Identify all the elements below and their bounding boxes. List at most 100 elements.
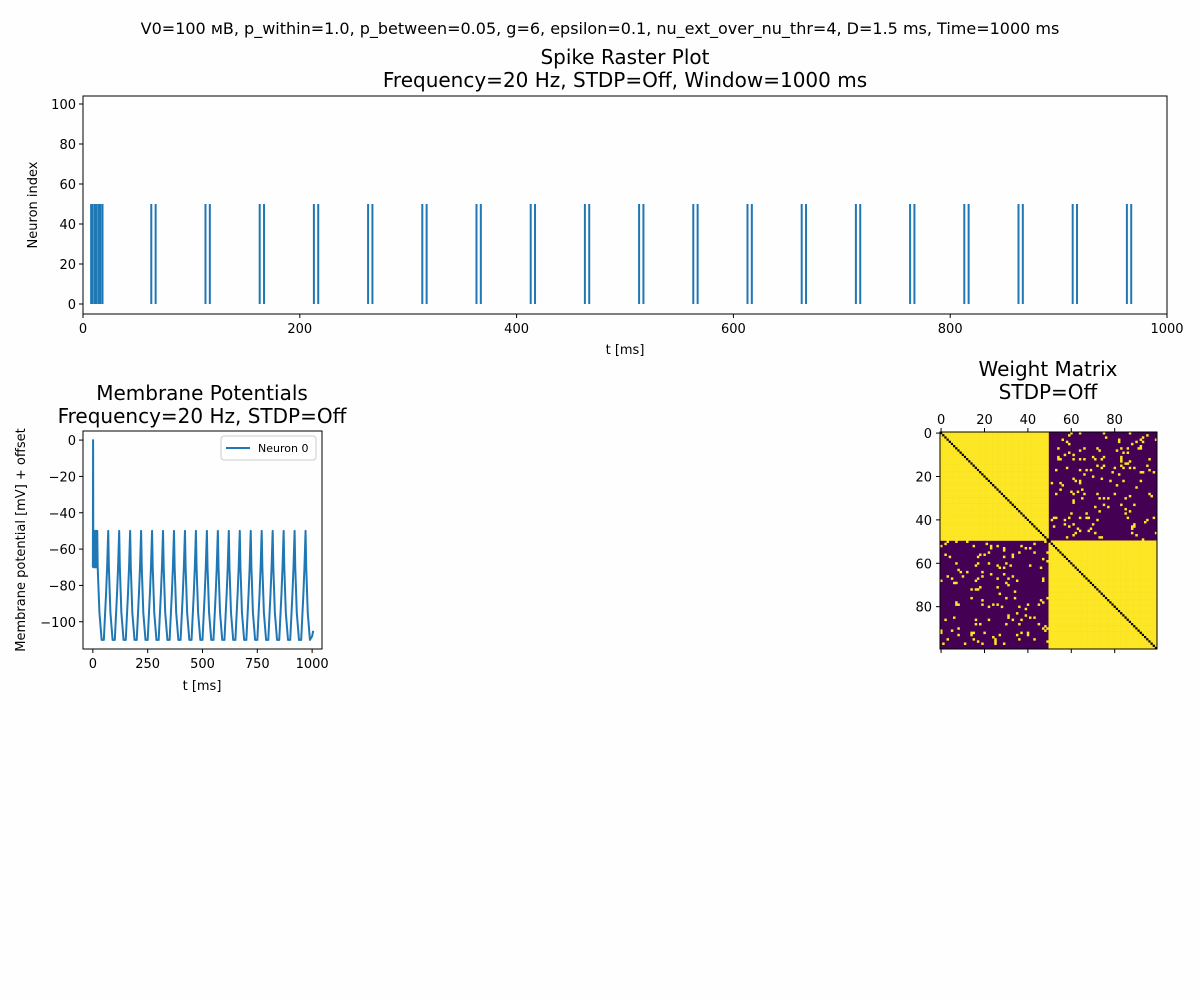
matrix-cell <box>985 538 989 541</box>
matrix-cell <box>1150 547 1153 550</box>
matrix-cell <box>1152 570 1156 574</box>
matrix-cell <box>1026 475 1030 478</box>
matrix-cell <box>957 432 960 435</box>
matrix-cell <box>1020 510 1023 513</box>
matrix-cell <box>989 442 993 446</box>
matrix-cell <box>1018 449 1021 452</box>
matrix-cell <box>1018 501 1021 504</box>
matrix-cell <box>1115 553 1119 556</box>
matrix-cell <box>1102 455 1106 459</box>
matrix-cell <box>1104 553 1108 556</box>
matrix-cell <box>1117 555 1121 559</box>
matrix-cell <box>944 497 947 500</box>
matrix-cell <box>1085 596 1088 600</box>
matrix-cell <box>1122 466 1125 470</box>
matrix-cell <box>998 516 1002 520</box>
matrix-cell <box>1124 607 1127 611</box>
matrix-cell <box>1076 581 1080 585</box>
matrix-cell <box>1113 590 1117 593</box>
matrix-cell <box>976 588 980 591</box>
matrix-cell <box>1083 458 1086 461</box>
matrix-cell <box>966 510 969 513</box>
matrix-cell <box>1070 607 1073 611</box>
matrix-cell <box>1070 616 1073 619</box>
matrix-cell <box>1044 453 1047 457</box>
matrix-cell <box>957 633 960 637</box>
matrix-cell <box>942 475 945 478</box>
matrix-cell <box>959 449 962 452</box>
matrix-cell <box>1150 562 1153 565</box>
matrix-cell <box>1122 562 1125 565</box>
matrix-cell <box>1068 577 1071 580</box>
matrix-cell <box>1083 549 1086 552</box>
matrix-cell <box>1078 627 1082 630</box>
matrix-cell <box>1137 579 1140 583</box>
matrix-cell <box>944 533 947 537</box>
matrix-cell <box>1081 581 1084 585</box>
matrix-cell <box>1113 633 1117 637</box>
matrix-cell <box>1055 633 1058 637</box>
matrix-cell <box>1020 499 1023 502</box>
matrix-cell <box>1137 570 1140 574</box>
matrix-cell <box>1072 562 1075 565</box>
matrix-cell <box>1115 625 1119 628</box>
matrix-cell <box>1005 503 1008 507</box>
matrix-cell <box>1061 592 1064 596</box>
matrix-cell <box>979 460 982 463</box>
matrix-cell <box>1085 555 1088 559</box>
matrix-cell <box>1072 599 1075 602</box>
matrix-cell <box>1037 523 1041 526</box>
matrix-cell <box>1148 579 1151 583</box>
matrix-cell <box>944 523 947 526</box>
matrix-cell <box>1018 484 1021 487</box>
matrix-cell <box>1089 579 1093 583</box>
matrix-cell <box>957 492 960 496</box>
matrix-cell <box>1039 516 1043 520</box>
matrix-cell <box>1141 542 1145 546</box>
matrix-cell <box>1002 514 1006 517</box>
matrix-cell <box>996 603 999 606</box>
matrix-cell <box>970 514 973 517</box>
matrix-cell <box>1154 551 1158 554</box>
matrix-cell <box>981 516 984 520</box>
matrix-cell <box>1143 557 1147 561</box>
matrix-cell <box>1039 527 1043 530</box>
matrix-cell <box>1057 583 1060 587</box>
matrix-cell <box>1146 577 1149 580</box>
matrix-cell <box>1055 557 1058 561</box>
matrix-cell <box>1020 436 1023 439</box>
matrix-cell <box>1039 460 1043 463</box>
matrix-cell <box>1117 549 1121 552</box>
matrix-cell <box>1013 458 1017 461</box>
matrix-cell <box>1148 625 1151 628</box>
matrix-cell <box>1007 486 1010 489</box>
matrix-cell <box>998 531 1002 535</box>
matrix-cell <box>1015 527 1019 530</box>
matrix-cell <box>940 442 943 446</box>
matrix-cell <box>966 451 969 454</box>
matrix-cell <box>996 510 999 513</box>
matrix-cell <box>1081 625 1084 628</box>
matrix-cell <box>942 501 945 504</box>
matrix-cell <box>1028 445 1032 448</box>
matrix-cell <box>1107 612 1110 615</box>
matrix-cell <box>1078 599 1082 602</box>
matrix-cell <box>989 547 993 550</box>
matrix-cell <box>1018 531 1021 535</box>
matrix-cell <box>1057 609 1060 613</box>
matrix-cell <box>1115 570 1119 574</box>
matrix-cell <box>1122 560 1125 563</box>
matrix-cell <box>1126 562 1130 565</box>
matrix-cell <box>987 442 991 446</box>
matrix-cell <box>983 486 986 489</box>
matrix-cell <box>1124 564 1127 567</box>
matrix-cell <box>955 473 958 476</box>
matrix-cell <box>1098 605 1101 609</box>
matrix-cell <box>972 514 976 517</box>
matrix-cell <box>1152 581 1156 585</box>
matrix-cell <box>989 484 993 487</box>
matrix-cell <box>1041 468 1045 472</box>
matrix-cell <box>1055 588 1058 591</box>
matrix-cell <box>1050 570 1054 574</box>
matrix-cell <box>961 523 965 526</box>
